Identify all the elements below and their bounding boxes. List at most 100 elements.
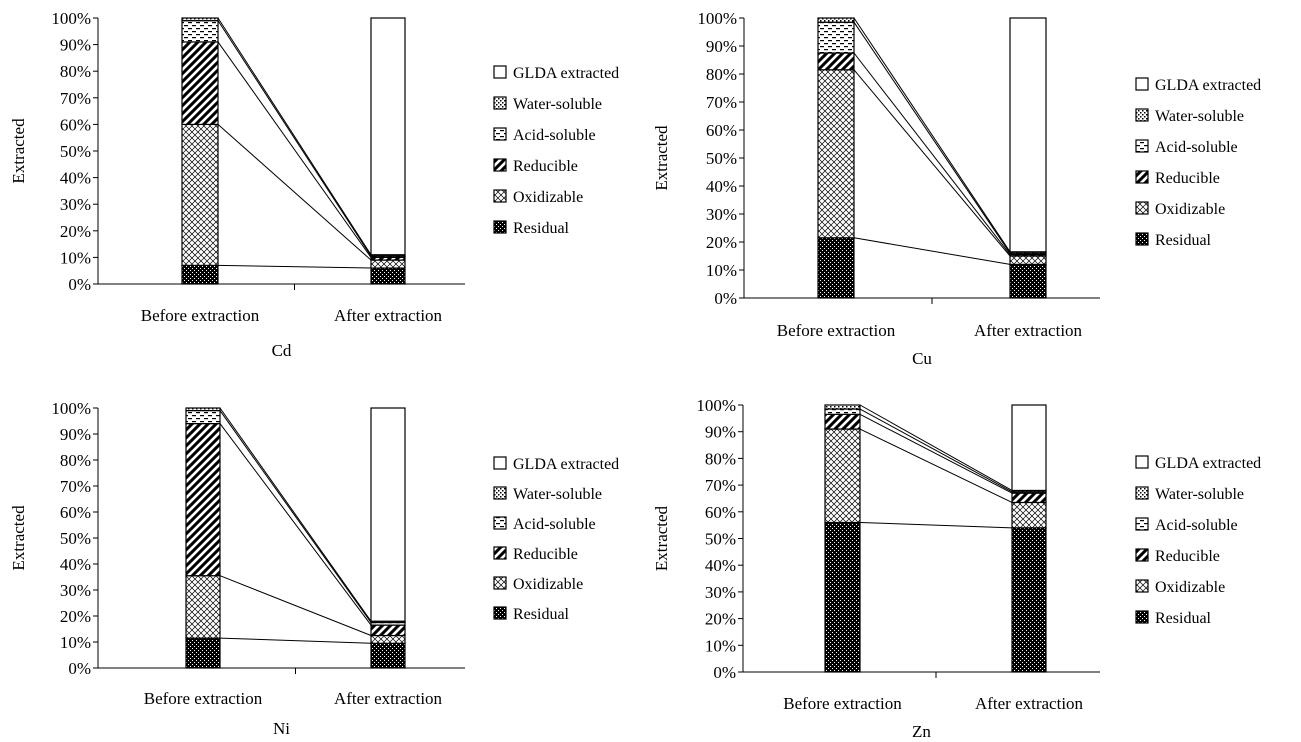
chart-panel-cu: 0% 10% 20% 30% 40% 50% 60% 70% 80% 90% 100% Extract…: [652, 9, 1261, 368]
y-tick-label: 20%: [706, 233, 737, 252]
series-connector-line: [219, 575, 372, 636]
legend-swatch-oxidizable: [493, 576, 507, 590]
y-tick-label: 10%: [60, 633, 91, 652]
bar-segment-acid: [817, 21, 855, 54]
y-tick-label: 30%: [705, 583, 736, 602]
legend-swatch-glda: [1135, 455, 1149, 469]
legend-swatch-acid: [493, 516, 507, 530]
legend-swatch-reducible: [1135, 548, 1149, 562]
y-tick-label: 100%: [696, 396, 736, 415]
y-tick-label: 0%: [68, 275, 91, 294]
x-category-label: After extraction: [334, 306, 443, 325]
panel-title: Ni: [273, 719, 290, 738]
legend: GLDA extracted Water-soluble Acid-soluble R…: [1135, 455, 1261, 627]
bar-segment-residual: [824, 521, 861, 673]
legend-swatch-water: [493, 486, 507, 500]
legend-swatch-reducible: [493, 158, 507, 172]
y-tick-label: 70%: [706, 93, 737, 112]
bar-segment-residual: [185, 637, 221, 669]
legend-label-reducible: Reducible: [1155, 170, 1220, 187]
series-connector-line: [217, 20, 372, 257]
y-tick-label: 90%: [60, 425, 91, 444]
panels-layer: 0% 10% 20% 30% 40% 50% 60% 70% 80% 90% 100% Extract…: [9, 9, 1261, 741]
y-tick-label: 40%: [60, 169, 91, 188]
legend-label-acid: Acid-soluble: [1155, 517, 1238, 534]
legend-swatch-water: [493, 96, 507, 110]
bar-segment-residual: [817, 237, 855, 299]
bar-segment-oxidizable: [370, 634, 406, 644]
x-category-label: Before extraction: [777, 321, 896, 340]
legend-label-residual: Residual: [1155, 610, 1212, 627]
legend-swatch-water: [1135, 486, 1149, 500]
legend-label-residual: Residual: [1155, 232, 1212, 249]
y-tick-label: 10%: [706, 261, 737, 280]
y-tick-label: 100%: [51, 9, 91, 28]
y-tick-label: 70%: [60, 89, 91, 108]
bar-segment-water: [181, 17, 219, 22]
legend: GLDA extracted Water-soluble Acid-soluble R…: [493, 65, 619, 237]
bar-segment-oxidizable: [817, 69, 855, 239]
y-tick-label: 80%: [705, 449, 736, 468]
legend-swatch-acid: [1135, 517, 1149, 531]
y-tick-label: 60%: [60, 115, 91, 134]
y-tick-label: 70%: [60, 477, 91, 496]
y-tick-label: 80%: [60, 62, 91, 81]
bar-segment-oxidizable: [824, 428, 861, 524]
series-connector-line: [859, 428, 1013, 503]
bar-segment-oxidizable: [181, 123, 219, 266]
x-category-label: After extraction: [975, 694, 1084, 713]
y-tick-label: 0%: [714, 289, 737, 308]
y-tick-label: 90%: [706, 37, 737, 56]
bar-segment-residual: [1009, 263, 1047, 299]
legend-swatch-oxidizable: [1135, 579, 1149, 593]
y-tick-label: 100%: [51, 399, 91, 418]
y-tick-label: 50%: [705, 530, 736, 549]
y-tick-label: 0%: [68, 659, 91, 678]
y-tick-label: 50%: [706, 149, 737, 168]
series-connector-line: [219, 407, 372, 622]
legend-label-glda: GLDA extracted: [1155, 455, 1261, 472]
x-category-label: After extraction: [334, 689, 443, 708]
panel-title: Cd: [272, 341, 292, 360]
y-tick-label: 100%: [697, 9, 737, 28]
legend-label-water: Water-soluble: [1155, 108, 1244, 125]
y-tick-label: 30%: [706, 205, 737, 224]
x-category-label: Before extraction: [144, 689, 263, 708]
series-connector-line: [853, 21, 1011, 254]
legend-label-reducible: Reducible: [513, 158, 578, 175]
y-tick-label: 70%: [705, 476, 736, 495]
y-axis-label: Extracted: [652, 505, 671, 571]
legend-swatch-residual: [493, 220, 507, 234]
bar-segment-reducible: [1011, 492, 1047, 504]
bar-segment-oxidizable: [185, 575, 221, 639]
y-tick-label: 40%: [60, 555, 91, 574]
bar-segment-residual: [370, 642, 406, 669]
y-axis-label: Extracted: [652, 125, 671, 191]
legend-label-acid: Acid-soluble: [513, 127, 596, 144]
legend-swatch-reducible: [1135, 170, 1149, 184]
bar-segment-acid: [181, 20, 219, 43]
bar-segment-water: [817, 17, 855, 23]
y-tick-label: 60%: [705, 503, 736, 522]
legend-swatch-residual: [493, 606, 507, 620]
y-tick-label: 40%: [706, 177, 737, 196]
legend-swatch-water: [1135, 108, 1149, 122]
y-tick-label: 40%: [705, 556, 736, 575]
series-connector-line: [853, 237, 1011, 265]
y-tick-label: 10%: [705, 636, 736, 655]
y-tick-label: 20%: [60, 222, 91, 241]
bar-segment-reducible: [185, 423, 221, 577]
bar-segment-reducible: [817, 52, 855, 71]
y-axis-label: Extracted: [9, 118, 28, 184]
legend-swatch-glda: [493, 456, 507, 470]
legend-label-glda: GLDA extracted: [1155, 77, 1261, 94]
x-category-label: After extraction: [974, 321, 1083, 340]
bar-segment-residual: [370, 267, 406, 285]
legend-label-oxidizable: Oxidizable: [513, 189, 583, 206]
y-axis-label: Extracted: [9, 505, 28, 571]
series-connector-line: [859, 408, 1013, 493]
y-tick-label: 20%: [60, 607, 91, 626]
series-connector-line: [859, 521, 1013, 529]
series-connector-line: [853, 52, 1011, 255]
